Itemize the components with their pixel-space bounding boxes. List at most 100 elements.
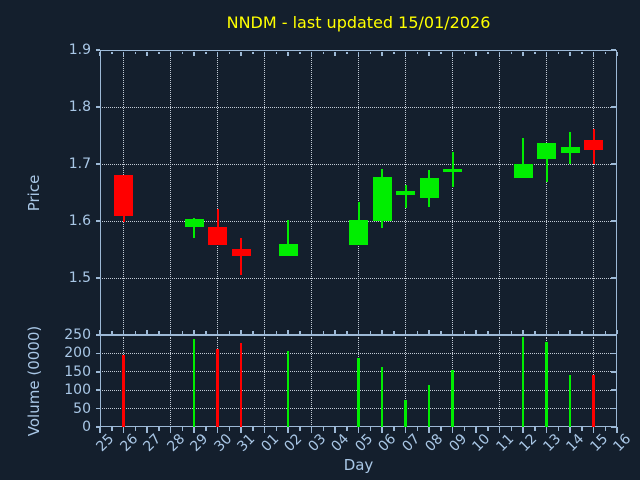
x-tick (263, 427, 266, 433)
x-tick (263, 329, 266, 334)
gridline-price-1.7 (102, 163, 615, 165)
x-tick (334, 51, 336, 56)
volume-bar-26 (122, 354, 125, 427)
candle-wick-07 (404, 185, 407, 208)
x-tick (522, 427, 524, 433)
volume-bar-05 (357, 357, 360, 427)
x-tick (334, 329, 336, 334)
x-tick (545, 427, 548, 433)
volume-bar-14 (568, 375, 572, 427)
gridline-x-01 (264, 337, 265, 425)
volume-y-tick (610, 389, 616, 391)
x-tick (346, 51, 348, 54)
x-tick (240, 51, 242, 56)
x-tick (111, 427, 113, 431)
x-tick (111, 51, 113, 54)
x-tick (475, 427, 477, 433)
x-tick (557, 331, 559, 334)
x-tick (404, 51, 407, 56)
x-tick (134, 51, 136, 54)
candle-body-26 (114, 175, 133, 217)
gridline-x-13 (546, 52, 547, 333)
gridline-x-11 (499, 52, 500, 333)
x-tick (498, 427, 501, 433)
price-y-tick (96, 49, 100, 51)
x-tick (381, 329, 383, 334)
volume-bar-12 (521, 336, 525, 427)
x-tick (475, 329, 477, 334)
candle-body-09 (443, 169, 462, 172)
x-tick (357, 329, 360, 334)
volume-tick-label-250: 250 (64, 327, 91, 343)
gridline-x-30 (217, 52, 218, 333)
candle-body-29 (184, 219, 204, 227)
price-y-tick (96, 277, 100, 279)
price-panel (100, 50, 617, 335)
x-tick (581, 427, 583, 431)
x-tick (487, 51, 489, 54)
volume-bar-02 (286, 351, 290, 427)
x-tick (169, 427, 172, 433)
x-tick (581, 51, 583, 54)
x-tick (545, 329, 548, 334)
x-tick (310, 51, 313, 56)
x-tick (487, 331, 489, 334)
x-tick (99, 427, 101, 433)
x-tick (451, 427, 454, 433)
x-tick (616, 51, 618, 56)
x-tick (134, 427, 136, 431)
gridline-x-03 (311, 337, 312, 425)
x-tick (534, 51, 536, 54)
x-tick (181, 427, 183, 431)
volume-tick-label-0: 0 (82, 419, 91, 435)
volume-y-tick (96, 352, 100, 355)
candle-body-08 (419, 177, 439, 199)
x-tick (111, 331, 113, 334)
x-tick (299, 427, 301, 431)
candle-body-14 (560, 146, 580, 154)
x-tick (122, 329, 125, 334)
candle-wick-31 (240, 237, 242, 275)
x-tick (416, 427, 418, 431)
x-tick (416, 331, 418, 334)
x-tick (393, 331, 395, 334)
volume-y-tick (96, 389, 100, 391)
x-tick (381, 51, 383, 56)
x-tick (287, 329, 289, 334)
gridline-price-1.5 (102, 277, 615, 279)
price-y-tick (96, 163, 100, 165)
x-tick (604, 427, 606, 431)
price-y-tick (610, 163, 616, 165)
x-tick (287, 427, 289, 433)
x-tick (158, 427, 160, 431)
x-tick (522, 51, 524, 56)
x-tick (169, 51, 172, 56)
x-tick (310, 427, 313, 433)
volume-bar-09 (451, 370, 454, 427)
x-tick (216, 427, 219, 433)
volume-y-tick (96, 407, 100, 410)
x-tick (534, 331, 536, 334)
x-tick (428, 329, 430, 334)
x-tick (240, 329, 242, 334)
x-tick (205, 427, 207, 431)
x-tick (440, 51, 442, 54)
x-tick (275, 427, 277, 431)
x-tick (381, 427, 383, 433)
candle-wick-13 (545, 143, 548, 182)
x-tick (158, 331, 160, 334)
x-tick (416, 51, 418, 54)
x-tick (99, 51, 101, 56)
x-tick (604, 51, 606, 54)
volume-y-tick (96, 334, 100, 336)
x-tick (216, 329, 219, 334)
x-tick (181, 51, 183, 54)
volume-bar-29 (192, 338, 196, 427)
x-tick (451, 329, 454, 334)
x-tick (545, 51, 548, 56)
x-tick (193, 51, 195, 56)
candle-body-02 (278, 244, 298, 256)
gridline-x-07 (405, 337, 406, 425)
x-tick (557, 51, 559, 54)
price-axis-label: Price (25, 174, 43, 211)
